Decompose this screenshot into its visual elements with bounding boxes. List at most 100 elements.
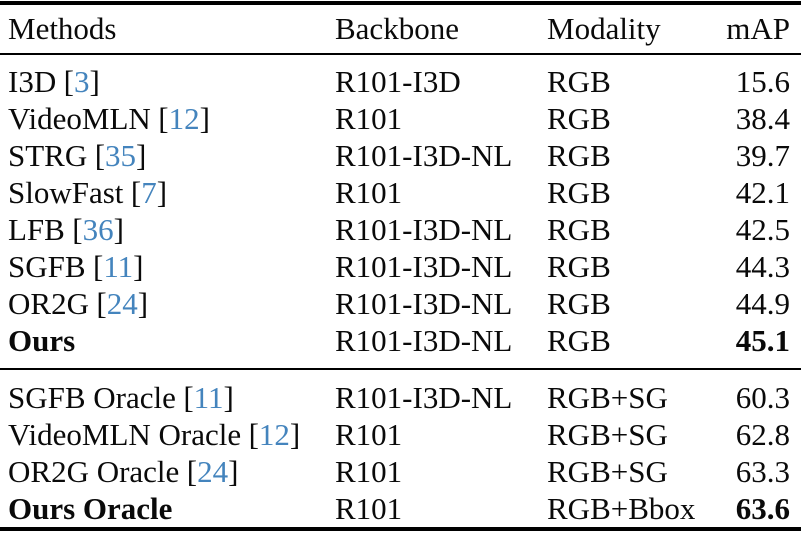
bracket-close: ] bbox=[156, 175, 168, 210]
map-cell: 42.1 bbox=[735, 175, 790, 210]
method-cell: VideoMLN Oracle [12] bbox=[0, 416, 335, 453]
backbone-cell: R101 bbox=[335, 101, 403, 136]
bracket-close: ] bbox=[137, 286, 149, 321]
table-rule-bottom bbox=[0, 527, 801, 531]
method-cell: I3D [3] bbox=[0, 63, 335, 100]
bracket-close: ] bbox=[199, 101, 210, 136]
map-cell: 44.3 bbox=[735, 249, 790, 284]
modality-cell: RGB bbox=[547, 212, 611, 247]
table-row: SGFB Oracle [11] R101-I3D-NL RGB+SG 60.3 bbox=[0, 379, 801, 416]
modality-cell: RGB+Bbox bbox=[547, 491, 696, 526]
method-name: SGFB Oracle bbox=[8, 380, 176, 415]
method-cell: LFB [36] bbox=[0, 211, 335, 248]
citation-link[interactable]: 36 bbox=[82, 212, 114, 247]
citation: [12] bbox=[249, 417, 301, 452]
modality-cell: RGB bbox=[547, 64, 611, 99]
bracket-close: ] bbox=[136, 138, 147, 173]
bracket-open: [ bbox=[94, 138, 106, 173]
method-cell: OR2G Oracle [24] bbox=[0, 453, 335, 490]
modality-cell: RGB+SG bbox=[547, 417, 668, 452]
modality-cell: RGB bbox=[547, 175, 611, 210]
table-section-oracle: SGFB Oracle [11] R101-I3D-NL RGB+SG 60.3 … bbox=[0, 370, 801, 527]
backbone-cell: R101 bbox=[335, 454, 403, 489]
modality-cell: RGB bbox=[547, 138, 611, 173]
map-cell: 44.9 bbox=[735, 286, 790, 321]
table-row: STRG [35] R101-I3D-NL RGB 39.7 bbox=[0, 137, 801, 174]
map-cell: 15.6 bbox=[735, 64, 790, 99]
map-cell: 60.3 bbox=[735, 380, 790, 415]
backbone-cell: R101-I3D-NL bbox=[335, 286, 513, 321]
table-rule-mid bbox=[0, 368, 801, 370]
method-cell: OR2G [24] bbox=[0, 285, 335, 322]
bracket-close: ] bbox=[113, 212, 124, 247]
method-cell: SlowFast [7] bbox=[0, 174, 335, 211]
backbone-cell: R101 bbox=[335, 175, 403, 210]
map-cell: 45.1 bbox=[735, 323, 790, 358]
method-name: Ours Oracle bbox=[8, 491, 173, 526]
modality-cell: RGB+SG bbox=[547, 454, 668, 489]
method-cell: Ours Oracle bbox=[0, 490, 335, 527]
citation: [7] bbox=[131, 175, 167, 210]
citation: [35] bbox=[95, 138, 147, 173]
bracket-open: [ bbox=[96, 286, 107, 321]
citation-link[interactable]: 3 bbox=[73, 64, 90, 99]
method-cell: VideoMLN [12] bbox=[0, 100, 335, 137]
method-name: LFB bbox=[8, 212, 65, 247]
method-cell: SGFB Oracle [11] bbox=[0, 379, 335, 416]
table-header-row: Methods Backbone Modality mAP bbox=[0, 5, 801, 53]
method-name: I3D bbox=[8, 64, 57, 99]
bracket-open: [ bbox=[72, 212, 83, 247]
citation-link[interactable]: 11 bbox=[193, 380, 224, 415]
bracket-open: [ bbox=[63, 64, 74, 99]
citation-link[interactable]: 11 bbox=[103, 249, 134, 284]
table-rule-top bbox=[0, 1, 801, 5]
bracket-open: [ bbox=[92, 249, 104, 284]
map-cell: 39.7 bbox=[735, 138, 790, 173]
citation-link[interactable]: 12 bbox=[168, 101, 200, 136]
map-cell: 63.3 bbox=[735, 454, 790, 489]
table-row: OR2G [24] R101-I3D-NL RGB 44.9 bbox=[0, 285, 801, 322]
method-name: OR2G Oracle bbox=[8, 454, 180, 489]
citation-link[interactable]: 35 bbox=[105, 138, 137, 173]
map-cell: 62.8 bbox=[735, 417, 790, 452]
bracket-close: ] bbox=[133, 249, 144, 284]
method-cell: STRG [35] bbox=[0, 137, 335, 174]
map-cell: 63.6 bbox=[735, 491, 790, 526]
citation-link[interactable]: 24 bbox=[197, 454, 229, 489]
column-header-methods: Methods bbox=[8, 11, 117, 46]
citation-link[interactable]: 7 bbox=[141, 175, 157, 210]
column-header-modality: Modality bbox=[547, 11, 661, 46]
table-row: SGFB [11] R101-I3D-NL RGB 44.3 bbox=[0, 248, 801, 285]
citation: [24] bbox=[96, 286, 148, 321]
method-name: STRG bbox=[8, 138, 88, 173]
backbone-cell: R101-I3D-NL bbox=[335, 249, 513, 284]
bracket-close: ] bbox=[89, 64, 100, 99]
backbone-cell: R101-I3D-NL bbox=[335, 212, 513, 247]
column-header-backbone: Backbone bbox=[335, 11, 459, 46]
modality-cell: RGB bbox=[547, 249, 611, 284]
table-row: VideoMLN [12] R101 RGB 38.4 bbox=[0, 100, 801, 137]
map-cell: 42.5 bbox=[735, 212, 790, 247]
bracket-close: ] bbox=[228, 454, 239, 489]
modality-cell: RGB bbox=[547, 101, 611, 136]
citation: [12] bbox=[158, 101, 210, 136]
modality-cell: RGB+SG bbox=[547, 380, 668, 415]
citation-link[interactable]: 24 bbox=[106, 286, 138, 321]
citation: [24] bbox=[187, 454, 239, 489]
citation: [11] bbox=[183, 380, 234, 415]
table-row: Ours R101-I3D-NL RGB 45.1 bbox=[0, 322, 801, 359]
table-rule-header bbox=[0, 53, 801, 55]
table-row: Ours Oracle R101 RGB+Bbox 63.6 bbox=[0, 490, 801, 527]
backbone-cell: R101-I3D-NL bbox=[335, 323, 513, 358]
bracket-open: [ bbox=[158, 101, 169, 136]
map-cell: 38.4 bbox=[735, 101, 790, 136]
table-row: I3D [3] R101-I3D RGB 15.6 bbox=[0, 63, 801, 100]
method-name: SlowFast bbox=[8, 175, 124, 210]
modality-cell: RGB bbox=[547, 286, 611, 321]
backbone-cell: R101-I3D-NL bbox=[335, 138, 513, 173]
backbone-cell: R101-I3D bbox=[335, 64, 461, 99]
backbone-cell: R101-I3D-NL bbox=[335, 380, 513, 415]
backbone-cell: R101 bbox=[335, 417, 403, 452]
citation-link[interactable]: 12 bbox=[258, 417, 290, 452]
